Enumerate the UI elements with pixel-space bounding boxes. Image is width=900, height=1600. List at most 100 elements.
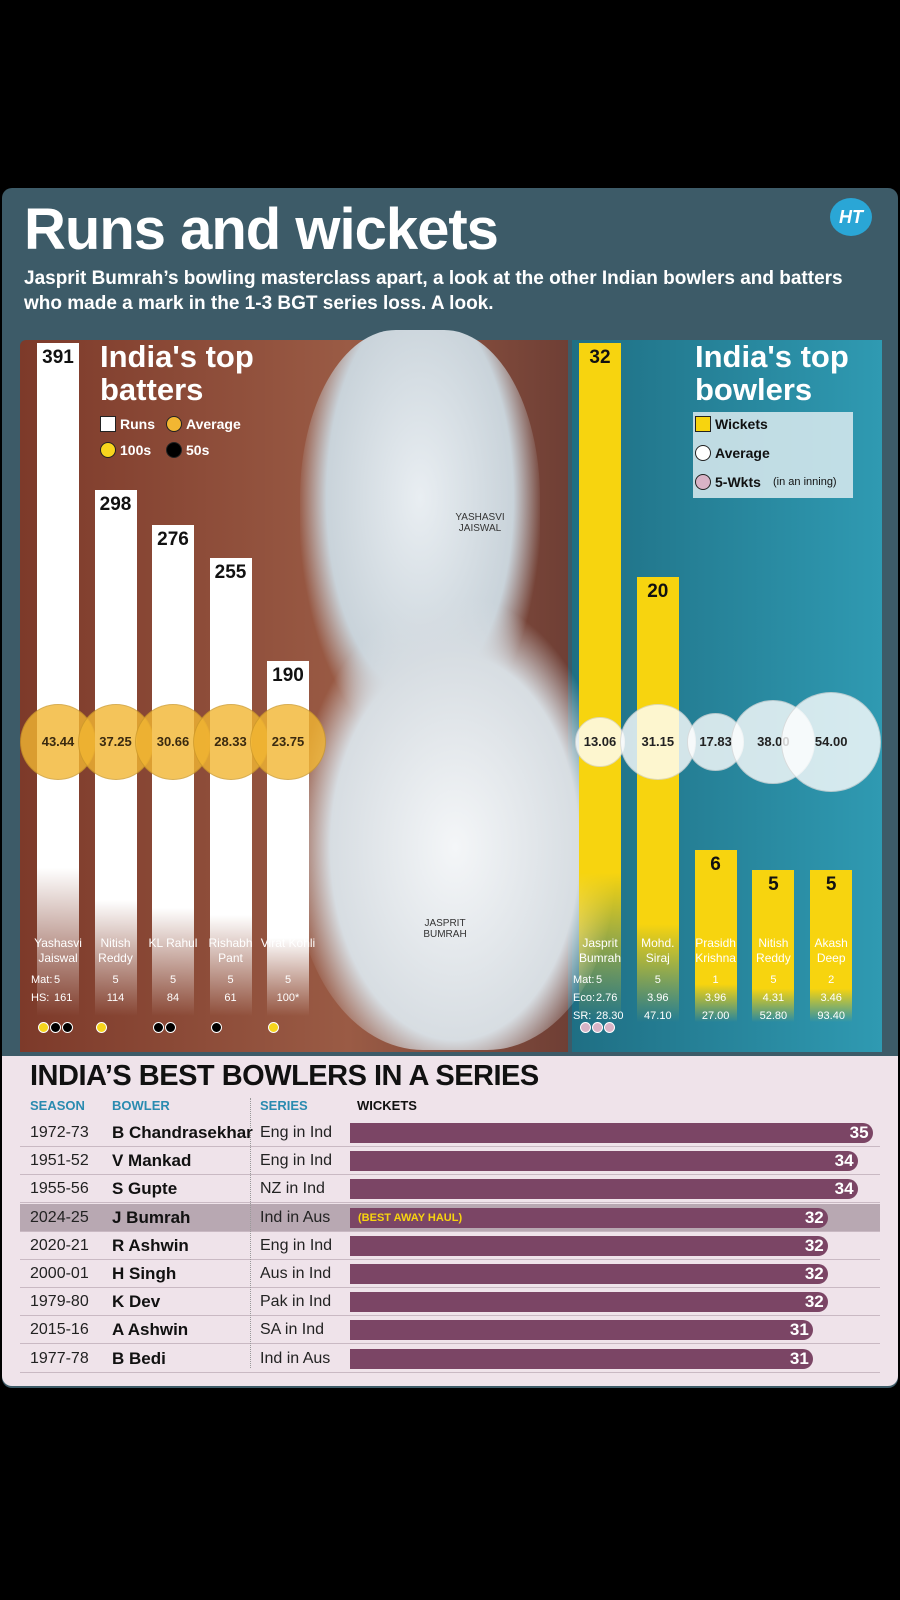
x-tick-label: Mohd. Siraj (641, 936, 675, 965)
legend-swatch (100, 442, 116, 458)
bowler: V Mankad (112, 1151, 192, 1171)
bar (350, 1179, 858, 1200)
series: Ind in Aus (260, 1208, 331, 1226)
column-divider (250, 1098, 251, 1368)
bar (37, 343, 79, 1016)
bowler: R Ashwin (112, 1235, 189, 1255)
bar (350, 1348, 813, 1369)
season: 1955-56 (30, 1180, 89, 1198)
average-label: 23.75 (271, 734, 305, 749)
stat-value: 5 (770, 974, 777, 986)
count-dot (604, 1022, 615, 1033)
stat-value: 28.30 (596, 1010, 624, 1022)
x-tick-label: Nitish Reddy (756, 936, 791, 965)
bar-value: 255 (214, 561, 247, 583)
bowler: K Dev (112, 1292, 161, 1312)
stat-value: 5 (112, 974, 119, 986)
stat-value: 93.40 (817, 1010, 845, 1022)
stat-value: 3.96 (704, 992, 727, 1004)
count-dot (580, 1022, 591, 1033)
x-tick-label: Rishabh Pant (208, 936, 253, 965)
column-header: SEASON (30, 1098, 85, 1113)
series: Ind in Aus (260, 1349, 331, 1367)
legend-label: 5-Wkts (715, 474, 761, 490)
x-tick-label: Akash Deep (814, 936, 848, 965)
bar-value: 276 (157, 528, 189, 550)
bar (350, 1235, 828, 1256)
bowler: B Chandrasekhar (112, 1123, 253, 1142)
average-label: 30.66 (156, 734, 190, 749)
stat-value: 2 (828, 974, 835, 986)
bar-value: 20 (647, 581, 669, 602)
table-row (20, 1147, 880, 1176)
table-title: INDIA’S BEST BOWLERS IN A SERIES (30, 1060, 539, 1092)
bar-value: 34 (834, 1179, 854, 1199)
series: Eng in Ind (260, 1236, 333, 1254)
bar-value: 6 (710, 854, 721, 875)
season: 1972-73 (30, 1124, 89, 1141)
bar-value: 190 (272, 664, 304, 686)
x-tick-label: KL Rahul (148, 936, 198, 950)
legend-swatch (100, 416, 116, 432)
stat-value: 3.96 (647, 992, 669, 1004)
legend-label: 100s (120, 442, 152, 458)
average-label: 54.00 (814, 734, 848, 749)
photo-caption: YASHASVI JAISWAL (455, 512, 505, 534)
bar (752, 869, 795, 1022)
average-circle (250, 704, 326, 780)
stat-value: 47.10 (644, 1010, 672, 1022)
bowler: B Bedi (112, 1348, 166, 1368)
stat-value: 100* (276, 992, 300, 1004)
legend-swatch (166, 442, 182, 458)
x-tick-label: Prasidh Krishna (695, 936, 736, 965)
player-photo (295, 600, 615, 1050)
stat-value: 5 (54, 974, 61, 986)
bar-value: 298 (99, 493, 132, 515)
count-dot (50, 1022, 61, 1033)
count-dot (165, 1022, 176, 1033)
average-label: 31.15 (641, 734, 675, 749)
stat-value: 5 (227, 974, 234, 986)
stat-value: 3.46 (820, 992, 842, 1004)
stat-value: 2.76 (596, 992, 618, 1004)
average-circle (781, 692, 882, 792)
bowler: H Singh (112, 1264, 177, 1283)
table-row (20, 1175, 880, 1204)
average-circle (575, 717, 625, 767)
bar (209, 557, 252, 1016)
stat-value: 5 (654, 974, 661, 986)
legend-swatch (695, 445, 711, 461)
count-dot (592, 1022, 603, 1033)
average-circle (619, 704, 696, 780)
legend-note: (in an inning) (773, 476, 837, 488)
logo: HT (830, 198, 872, 236)
table-row (20, 1345, 880, 1373)
stat-value: 5 (284, 974, 292, 986)
bowler: A Ashwin (112, 1320, 189, 1340)
bar (350, 1207, 828, 1228)
annotation: (BEST AWAY HAUL) (358, 1211, 463, 1224)
panel-title: India's top bowlers (695, 339, 849, 407)
table-row (20, 1288, 880, 1317)
average-label: 13.06 (583, 734, 617, 749)
table-row (20, 1232, 880, 1260)
count-dot (62, 1022, 73, 1033)
stat-value: 27.00 (701, 1010, 730, 1022)
stat-label: Mat: (31, 974, 53, 986)
legend-label: Average (186, 416, 241, 432)
stat-label: HS: (31, 992, 50, 1004)
bar-value: 5 (825, 873, 837, 895)
legend-box (693, 412, 853, 498)
bar-value: 32 (804, 1207, 824, 1227)
subtitle: Jasprit Bumrah’s bowling masterclass apa… (24, 268, 843, 314)
bar (579, 343, 621, 1022)
stat-value: 61 (224, 992, 237, 1004)
bar-value: 32 (589, 347, 611, 368)
stat-value: 114 (106, 992, 125, 1004)
bar (350, 1292, 828, 1313)
season: 2020-21 (30, 1236, 89, 1254)
x-tick-label: Jasprit Bumrah (578, 936, 622, 965)
bar (636, 577, 679, 1022)
season: 1977-78 (30, 1349, 89, 1367)
legend-label: Average (715, 445, 770, 461)
